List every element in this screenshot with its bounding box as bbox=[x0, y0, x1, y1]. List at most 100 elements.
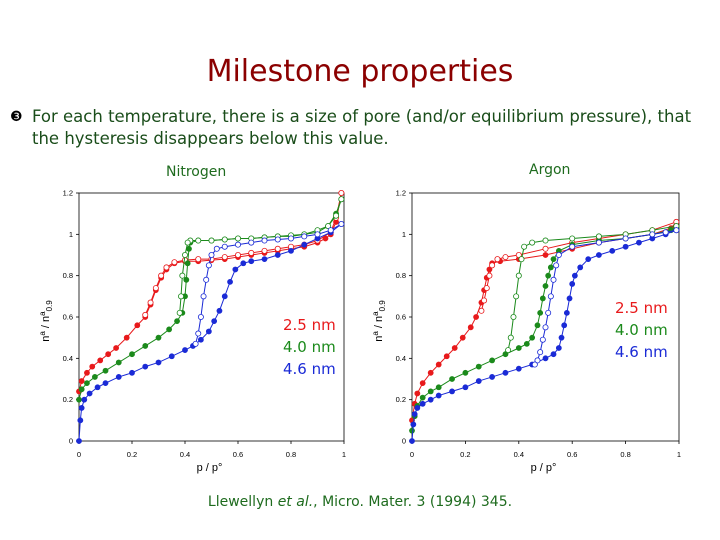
y-tick-label: 0.6 bbox=[396, 313, 406, 322]
y-tick-label: 1.2 bbox=[63, 189, 73, 198]
desorption-point bbox=[542, 245, 549, 252]
desorption-point bbox=[178, 293, 185, 300]
desorption-point bbox=[274, 245, 281, 252]
adsorption-point bbox=[443, 353, 450, 360]
adsorption-point bbox=[449, 388, 455, 395]
adsorption-point bbox=[115, 359, 122, 366]
x-tick-label: 0.6 bbox=[567, 450, 577, 459]
desorption-point bbox=[192, 340, 199, 347]
y-tick-label: 1 bbox=[402, 230, 406, 239]
series-4-6-nm bbox=[76, 220, 345, 444]
desorption-point bbox=[510, 313, 517, 320]
adsorption-point bbox=[542, 355, 549, 362]
adsorption-point bbox=[515, 345, 522, 351]
adsorption-point bbox=[555, 345, 562, 351]
x-axis-label: p / p° bbox=[197, 462, 223, 474]
adsorption-point bbox=[577, 264, 584, 271]
desorption-point bbox=[595, 233, 602, 240]
adsorption-point bbox=[529, 334, 536, 341]
adsorption-point bbox=[585, 256, 592, 263]
adsorption-point bbox=[449, 376, 455, 382]
bullet-point: ❸ For each temperature, there is a size … bbox=[10, 106, 700, 150]
desorption-point bbox=[213, 245, 220, 252]
adsorption-point bbox=[636, 239, 642, 246]
adsorption-point bbox=[142, 343, 149, 349]
legend-item-2-5nm: 2.5 nm bbox=[283, 316, 336, 334]
desorption-point bbox=[662, 229, 669, 236]
adsorption-point bbox=[78, 378, 85, 384]
desorption-point bbox=[327, 227, 334, 234]
adsorption-point bbox=[542, 283, 549, 289]
adsorption-point bbox=[502, 369, 509, 376]
desorption-point bbox=[507, 334, 514, 341]
x-tick-label: 0.4 bbox=[180, 450, 190, 459]
chart-title-argon: Argon bbox=[529, 162, 571, 178]
citation: Llewellyn et al., Micro. Mater. 3 (1994)… bbox=[0, 494, 720, 510]
desorption-line bbox=[534, 229, 677, 365]
x-tick-label: 0.8 bbox=[286, 450, 296, 459]
desorption-point bbox=[338, 196, 345, 203]
y-axis-label: na / na0.9 bbox=[38, 300, 54, 342]
desorption-point bbox=[550, 276, 557, 283]
adsorption-point bbox=[76, 396, 82, 403]
adsorption-point bbox=[419, 400, 426, 407]
adsorption-point bbox=[414, 390, 421, 397]
adsorption-point bbox=[142, 363, 149, 370]
desorption-point bbox=[142, 311, 149, 318]
legend-item-4-0nm: 4.0 nm bbox=[283, 338, 336, 356]
adsorption-point bbox=[435, 384, 442, 391]
desorption-point bbox=[486, 272, 493, 279]
adsorption-point bbox=[184, 260, 191, 267]
desorption-point bbox=[333, 212, 340, 219]
desorption-point bbox=[234, 251, 241, 258]
desorption-point bbox=[163, 264, 170, 271]
adsorption-point bbox=[523, 340, 530, 347]
x-tick-label: 0.8 bbox=[620, 450, 630, 459]
adsorption-point bbox=[419, 380, 426, 387]
desorption-point bbox=[234, 241, 241, 248]
adsorption-point bbox=[545, 272, 552, 279]
adsorption-point bbox=[301, 241, 308, 248]
adsorption-point bbox=[102, 367, 109, 374]
adsorption-point bbox=[211, 318, 218, 325]
adsorption-point bbox=[563, 309, 570, 316]
y-tick-label: 0.4 bbox=[396, 354, 406, 363]
adsorption-point bbox=[221, 293, 228, 300]
adsorption-point bbox=[419, 394, 426, 401]
adsorption-point bbox=[186, 245, 192, 252]
desorption-point bbox=[569, 243, 576, 250]
desorption-point bbox=[325, 223, 332, 230]
adsorption-point bbox=[427, 369, 434, 376]
desorption-point bbox=[545, 309, 552, 316]
adsorption-point bbox=[134, 322, 141, 329]
legend-nitrogen: 2.5 nm 4.0 nm 4.6 nm bbox=[283, 314, 336, 380]
adsorption-point bbox=[609, 247, 616, 254]
adsorption-point bbox=[435, 361, 442, 368]
desorption-point bbox=[179, 272, 186, 279]
x-tick-label: 0 bbox=[77, 450, 81, 459]
desorption-point bbox=[481, 297, 488, 304]
adsorption-point bbox=[462, 384, 469, 391]
desorption-point bbox=[261, 237, 268, 244]
desorption-point bbox=[261, 247, 268, 254]
adsorption-point bbox=[489, 357, 495, 364]
adsorption-point bbox=[183, 276, 190, 283]
adsorption-point bbox=[102, 380, 109, 387]
desorption-point bbox=[221, 243, 228, 250]
legend-argon: 2.5 nm 4.0 nm 4.6 nm bbox=[615, 297, 668, 363]
desorption-point bbox=[569, 235, 576, 242]
y-tick-label: 0 bbox=[402, 437, 406, 446]
adsorption-point bbox=[473, 314, 479, 320]
desorption-point bbox=[529, 239, 536, 246]
desorption-point bbox=[221, 254, 228, 261]
adsorption-point bbox=[248, 258, 255, 265]
adsorption-point bbox=[274, 252, 281, 258]
desorption-point bbox=[502, 254, 509, 261]
adsorption-point bbox=[216, 307, 223, 314]
y-axis-label: na / na0.9 bbox=[371, 300, 387, 342]
adsorption-point bbox=[129, 351, 135, 358]
adsorption-point bbox=[414, 405, 421, 411]
desorption-point bbox=[176, 309, 183, 316]
desorption-point bbox=[513, 293, 520, 300]
desorption-point bbox=[221, 236, 228, 243]
